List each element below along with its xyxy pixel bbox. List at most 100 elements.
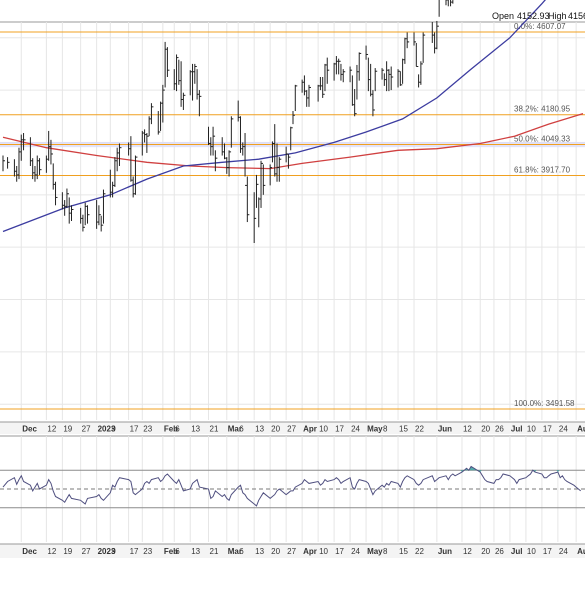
price-bar [262, 164, 266, 195]
x-tick-label: Mar [228, 425, 242, 434]
x-tick-label: 10 [319, 547, 328, 556]
price-bar [434, 32, 437, 54]
x-tick-label: 13 [255, 547, 264, 556]
price-bar [29, 137, 33, 167]
price-bar [358, 52, 362, 81]
x-tick-label: May [367, 547, 383, 556]
price-bar [48, 130, 51, 161]
x-tick-label: 6 [239, 547, 244, 556]
price-bar [84, 202, 88, 226]
price-bar [422, 32, 426, 63]
x-tick-label: Apr [303, 547, 317, 556]
price-bar [287, 153, 291, 169]
price-bar [370, 63, 373, 97]
price-bar [383, 73, 387, 86]
x-tick-label: 24 [351, 425, 360, 434]
price-bar [285, 146, 289, 163]
price-bar [390, 66, 394, 91]
price-bar [338, 58, 341, 75]
header-open-value: 4152.93 [517, 11, 550, 21]
price-bar [214, 150, 218, 172]
price-bar [86, 205, 90, 224]
price-bar [294, 84, 298, 112]
price-bar [354, 89, 357, 117]
x-tick-label: 21 [210, 547, 219, 556]
price-bar [278, 157, 282, 182]
price-bar [176, 54, 179, 92]
x-tick-label: Mar [228, 547, 242, 556]
price-bar [45, 155, 49, 173]
oscillator-layer [0, 465, 585, 509]
x-tick-label: 22 [415, 547, 424, 556]
x-tick-label: 17 [130, 425, 139, 434]
price-bar [114, 157, 117, 187]
x-tick-label: 17 [543, 425, 552, 434]
x-tick-label: 26 [495, 425, 504, 434]
x-tick-label: 2023 [98, 425, 116, 434]
price-bar [397, 69, 401, 88]
x-tick-label: 15 [399, 547, 408, 556]
price-bar [244, 133, 248, 186]
x-tick-label: Feb [164, 425, 178, 434]
x-tick-label: Feb [164, 547, 178, 556]
x-tick-label: 12 [47, 425, 56, 434]
price-bar [230, 116, 234, 148]
x-tick-label: 24 [351, 547, 360, 556]
oscillator-line [2, 465, 582, 507]
x-tick-label: 8 [383, 547, 388, 556]
oscillator-overbought-fill [556, 470, 560, 473]
price-bar [372, 90, 375, 117]
price-bar [182, 92, 186, 110]
price-bar [208, 126, 211, 146]
fib-level-label: 0.0%: 4607.07 [514, 22, 566, 31]
price-bar [431, 22, 435, 43]
price-bar [450, 0, 453, 7]
price-bar [418, 74, 421, 88]
price-bar [271, 141, 275, 163]
x-tick-label: 6 [175, 425, 180, 434]
price-bar [301, 79, 305, 93]
x-tick-label: 21 [210, 425, 219, 434]
price-bar [349, 66, 353, 83]
price-bar [447, 0, 449, 7]
price-bar [2, 155, 5, 172]
x-tick-label: 22 [415, 425, 424, 434]
price-bar [55, 181, 58, 206]
price-bar [210, 137, 213, 156]
x-tick-label: 12 [47, 547, 56, 556]
price-bar [413, 32, 417, 46]
price-bar [82, 214, 85, 232]
price-bar [351, 75, 355, 106]
price-bar [13, 159, 17, 177]
price-bar [100, 215, 104, 232]
price-bar [306, 90, 309, 107]
price-bar [340, 63, 343, 81]
price-bar [146, 133, 149, 153]
x-tick-label: 26 [495, 547, 504, 556]
price-bar [189, 70, 193, 96]
price-bar [333, 62, 337, 81]
x-tick-label: Jul [511, 425, 523, 434]
price-bar [80, 207, 83, 224]
x-tick-label: Dec [22, 547, 37, 556]
x-tick-label: 17 [335, 547, 344, 556]
price-bar [420, 61, 423, 85]
price-bar [221, 137, 225, 156]
price-bar [148, 116, 152, 137]
oscillator-overbought-fill [460, 466, 482, 473]
price-bar [212, 126, 216, 156]
moving-average-layer [2, 0, 584, 233]
x-tick-label: 27 [287, 425, 296, 434]
price-bar [223, 143, 227, 160]
x-tick-label: 10 [527, 425, 536, 434]
price-bar [130, 136, 133, 182]
price-bar [164, 41, 168, 88]
price-bar [109, 169, 113, 198]
price-bars-layer [2, 0, 454, 243]
x-tick-label: Jun [438, 425, 452, 434]
header-open-label: Open [492, 11, 514, 21]
header-high-value: 4156 [568, 11, 585, 21]
